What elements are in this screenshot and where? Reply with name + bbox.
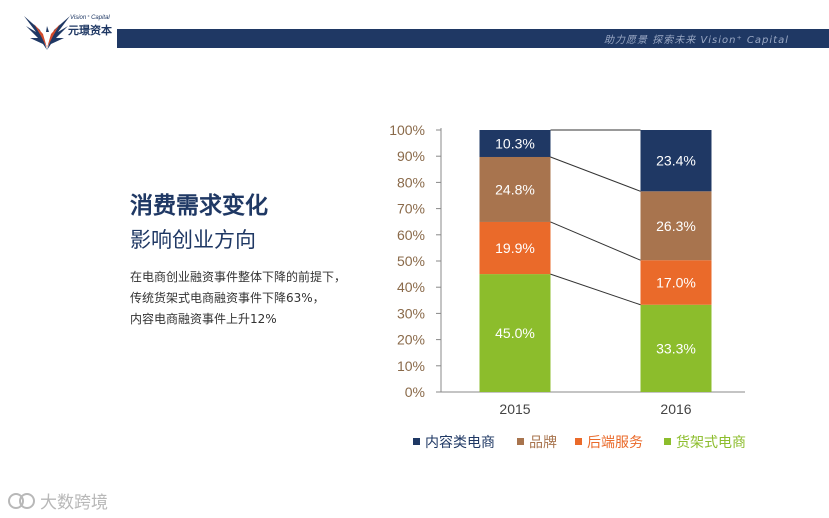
y-tick-label: 50% <box>397 253 425 269</box>
y-tick-label: 10% <box>397 358 425 374</box>
watermark-text: 大数跨境 <box>40 493 108 513</box>
header-bar <box>117 29 829 48</box>
logo-text-en: Vision⁺ Capital <box>70 15 110 21</box>
slide-subtitle: 影响创业方向 <box>130 228 256 252</box>
legend-label: 内容类电商 <box>425 434 495 451</box>
logo <box>22 12 116 52</box>
bar-segment <box>479 274 551 392</box>
bar-segment <box>640 130 712 192</box>
data-label: 19.9% <box>495 240 535 256</box>
logo-wings-icon <box>24 16 70 50</box>
bar-segment <box>479 130 551 157</box>
y-tick-label: 40% <box>397 279 425 295</box>
data-label: 10.3% <box>495 135 535 151</box>
y-tick-label: 90% <box>397 148 425 164</box>
legend-label: 品牌 <box>529 434 557 451</box>
watermark-icon <box>8 492 35 509</box>
data-label: 23.4% <box>656 153 696 169</box>
bar-segment <box>640 260 712 305</box>
bar-segment <box>640 304 712 392</box>
y-tick-label: 70% <box>397 201 425 217</box>
y-tick-label: 60% <box>397 227 425 243</box>
legend-swatch <box>517 438 524 445</box>
watermark: 大数跨境 <box>8 488 108 513</box>
data-label: 17.0% <box>656 274 696 290</box>
body-line: 传统货架式电商融资事件下降63%， <box>130 291 325 305</box>
y-tick-label: 0% <box>405 384 425 400</box>
connector-line <box>550 273 641 306</box>
data-label: 24.8% <box>495 181 535 197</box>
legend-label: 后端服务 <box>587 435 643 451</box>
bar-segment <box>479 156 551 222</box>
data-label: 33.3% <box>656 340 696 356</box>
body-line: 内容电商融资事件上升12% <box>130 312 277 326</box>
legend-label: 货架式电商 <box>676 434 746 451</box>
x-tick-label: 2015 <box>499 401 530 417</box>
y-tick-label: 100% <box>389 122 425 138</box>
y-tick-label: 80% <box>397 174 425 190</box>
connector-line <box>550 156 641 192</box>
logo-text-cn: 元璟资本 <box>68 24 112 37</box>
slide-title: 消费需求变化 <box>130 193 268 219</box>
legend-swatch <box>413 438 420 445</box>
legend-swatch <box>575 438 582 445</box>
body-line: 在电商创业融资事件整体下降的前提下， <box>130 270 347 284</box>
y-tick-label: 30% <box>397 305 425 321</box>
data-label: 45.0% <box>495 325 535 341</box>
connector-line <box>550 221 641 261</box>
x-tick-label: 2016 <box>660 401 691 417</box>
bar-segment <box>640 191 712 261</box>
bar-segment <box>479 221 551 275</box>
body-text: 在电商创业融资事件整体下降的前提下， 传统货架式电商融资事件下降63%， 内容电… <box>130 267 346 330</box>
slogan: 助力愿景 探索未来 Vision⁺ Capital <box>604 35 789 46</box>
legend-swatch <box>664 438 671 445</box>
data-label: 26.3% <box>656 218 696 234</box>
y-tick-label: 20% <box>397 332 425 348</box>
